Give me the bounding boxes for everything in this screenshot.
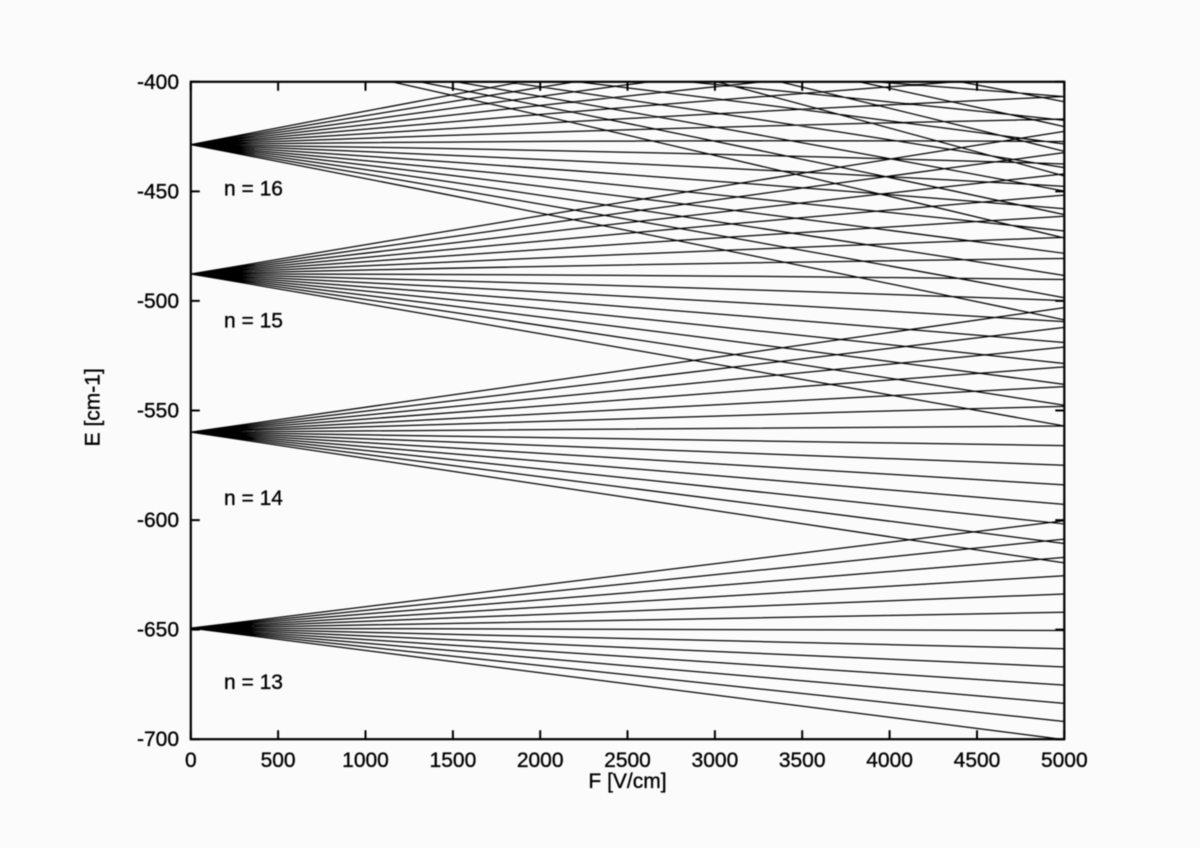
svg-text:-450: -450 — [137, 180, 179, 203]
svg-text:5000: 5000 — [1041, 749, 1088, 772]
svg-text:1000: 1000 — [342, 749, 389, 772]
svg-text:-550: -550 — [137, 400, 179, 423]
svg-text:3000: 3000 — [692, 749, 739, 772]
svg-text:4500: 4500 — [954, 749, 1001, 772]
svg-text:n = 16: n = 16 — [224, 178, 283, 201]
svg-text:n = 15: n = 15 — [224, 310, 283, 333]
svg-text:-700: -700 — [137, 728, 179, 751]
svg-text:2000: 2000 — [517, 749, 564, 772]
svg-text:3500: 3500 — [779, 749, 826, 772]
svg-text:500: 500 — [261, 749, 296, 772]
svg-text:F [V/cm]: F [V/cm] — [588, 770, 666, 793]
svg-text:n = 14: n = 14 — [224, 487, 283, 510]
svg-text:-650: -650 — [137, 619, 179, 642]
svg-text:1500: 1500 — [430, 749, 477, 772]
svg-text:-400: -400 — [137, 71, 179, 94]
svg-text:0: 0 — [185, 749, 197, 772]
svg-text:-500: -500 — [137, 290, 179, 313]
svg-text:-600: -600 — [137, 509, 179, 532]
svg-text:n = 13: n = 13 — [224, 671, 283, 694]
svg-text:E [cm-1]: E [cm-1] — [82, 368, 105, 446]
svg-text:2500: 2500 — [604, 749, 651, 772]
svg-text:4000: 4000 — [866, 749, 913, 772]
